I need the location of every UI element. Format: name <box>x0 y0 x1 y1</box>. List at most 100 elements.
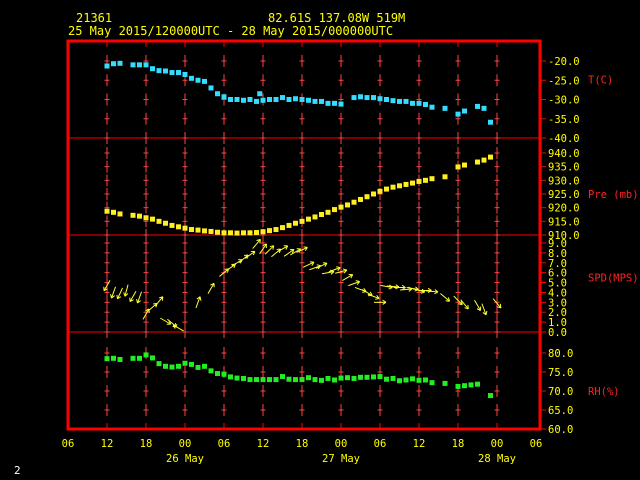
axes-layer: -20.0-25.0-30.0-35.0-40.0T(C)940.0935.09… <box>62 39 639 465</box>
wind-arrow-shaft <box>124 284 129 297</box>
humidity-point <box>286 376 292 382</box>
wind-arrow <box>380 284 393 290</box>
pressure-point <box>293 220 298 226</box>
temperature-point <box>286 97 292 102</box>
wind-arrow <box>328 266 341 273</box>
wind-arrow <box>315 262 328 269</box>
x-tick-label: 06 <box>62 438 75 450</box>
humidity-point <box>442 380 448 386</box>
wind-arrow-head <box>408 288 413 292</box>
temperature-point <box>221 94 227 100</box>
humidity-point <box>228 374 233 380</box>
temperature-point <box>189 75 194 81</box>
temperature-point <box>475 103 480 109</box>
wind-arrow-shaft <box>173 324 184 332</box>
data-layer <box>103 60 502 399</box>
wind-arrow-shaft <box>474 299 481 311</box>
wind-arrow-head <box>330 271 335 275</box>
y-tick-label-temperature: -25.0 <box>548 75 580 87</box>
temperature-point <box>488 119 493 125</box>
pressure-point <box>416 178 422 184</box>
pressure-point <box>364 194 370 200</box>
humidity-point <box>345 375 350 381</box>
humidity-point <box>182 360 188 366</box>
pressure-point <box>325 209 331 215</box>
wind-arrow-head <box>172 324 176 329</box>
wind-arrow-head <box>434 291 439 295</box>
pressure-point <box>442 174 448 180</box>
temperature-point <box>299 97 305 102</box>
pressure-point <box>475 159 480 165</box>
temperature-point <box>358 94 363 100</box>
x-tick-label: 06 <box>530 438 543 450</box>
wind-arrow-head <box>322 262 328 264</box>
temperature-point <box>182 71 188 77</box>
y-tick-label-temperature: -20.0 <box>548 56 580 68</box>
wind-arrow-shaft <box>453 295 463 305</box>
humidity-point <box>364 374 370 380</box>
wind-arrow-head <box>276 248 281 251</box>
wind-arrow-shaft <box>225 263 236 272</box>
wind-arrow-head <box>311 261 315 266</box>
humidity-point <box>156 361 162 367</box>
humidity-point <box>312 377 318 383</box>
temperature-point <box>176 70 181 76</box>
temperature-point <box>117 60 123 66</box>
wind-arrow <box>296 246 308 253</box>
humidity-point <box>468 382 474 388</box>
x-date-label: 28 May <box>478 453 516 465</box>
pressure-point <box>117 211 123 217</box>
temperature-point <box>364 95 370 101</box>
wind-arrow-head <box>427 287 432 291</box>
temperature-point <box>215 91 220 97</box>
pressure-point <box>234 230 240 236</box>
y-tick-label-wind: 0.0 <box>548 327 567 339</box>
temperature-point <box>143 62 149 68</box>
panel-background <box>68 55 540 416</box>
panel-label-wind: SPD(MPS) <box>588 273 639 285</box>
pressure-point <box>189 227 194 233</box>
humidity-point <box>299 377 305 383</box>
pressure-point <box>208 228 214 234</box>
wind-arrow-head <box>123 292 126 297</box>
y-tick-label-temperature: -35.0 <box>548 114 580 126</box>
wind-arrow-head <box>395 284 400 288</box>
wind-arrow-head <box>111 295 115 299</box>
temperature-point <box>163 68 168 74</box>
temperature-point <box>228 97 233 102</box>
wind-arrow-head <box>110 294 112 299</box>
wind-arrow <box>195 296 202 309</box>
pressure-point <box>267 228 272 234</box>
humidity-point <box>371 374 376 380</box>
temperature-point <box>273 97 279 102</box>
wind-arrow <box>136 291 143 304</box>
header-station: 21361 <box>76 11 112 25</box>
humidity-point <box>332 377 337 383</box>
temperature-point <box>104 63 110 69</box>
wind-arrow-shaft <box>440 293 450 302</box>
temperature-point <box>169 70 175 76</box>
wind-arrow <box>123 284 129 297</box>
wind-arrow-head <box>499 303 502 308</box>
temperature-point <box>111 61 116 67</box>
pressure-point <box>254 230 259 236</box>
pressure-point <box>338 204 344 210</box>
wind-arrow-shaft <box>328 267 341 273</box>
pressure-point <box>397 183 402 189</box>
wind-arrow <box>348 280 361 287</box>
wind-arrow-head <box>382 299 387 303</box>
temperature-point <box>397 98 402 104</box>
wind-arrow-shaft <box>129 290 137 302</box>
x-tick-label: 06 <box>218 438 231 450</box>
x-tick-label: 18 <box>296 438 309 450</box>
wind-arrow-head <box>343 269 348 274</box>
y-tick-label-wind: 4.0 <box>548 287 567 299</box>
wind-arrow-head <box>252 251 256 256</box>
temperature-point <box>267 97 272 102</box>
wind-arrow-head <box>153 302 158 305</box>
wind-arrow-shaft <box>103 280 111 291</box>
pressure-point <box>390 184 396 190</box>
pressure-point <box>215 229 220 235</box>
y-tick-label-humidity: 70.0 <box>548 386 573 398</box>
humidity-point <box>241 375 246 381</box>
